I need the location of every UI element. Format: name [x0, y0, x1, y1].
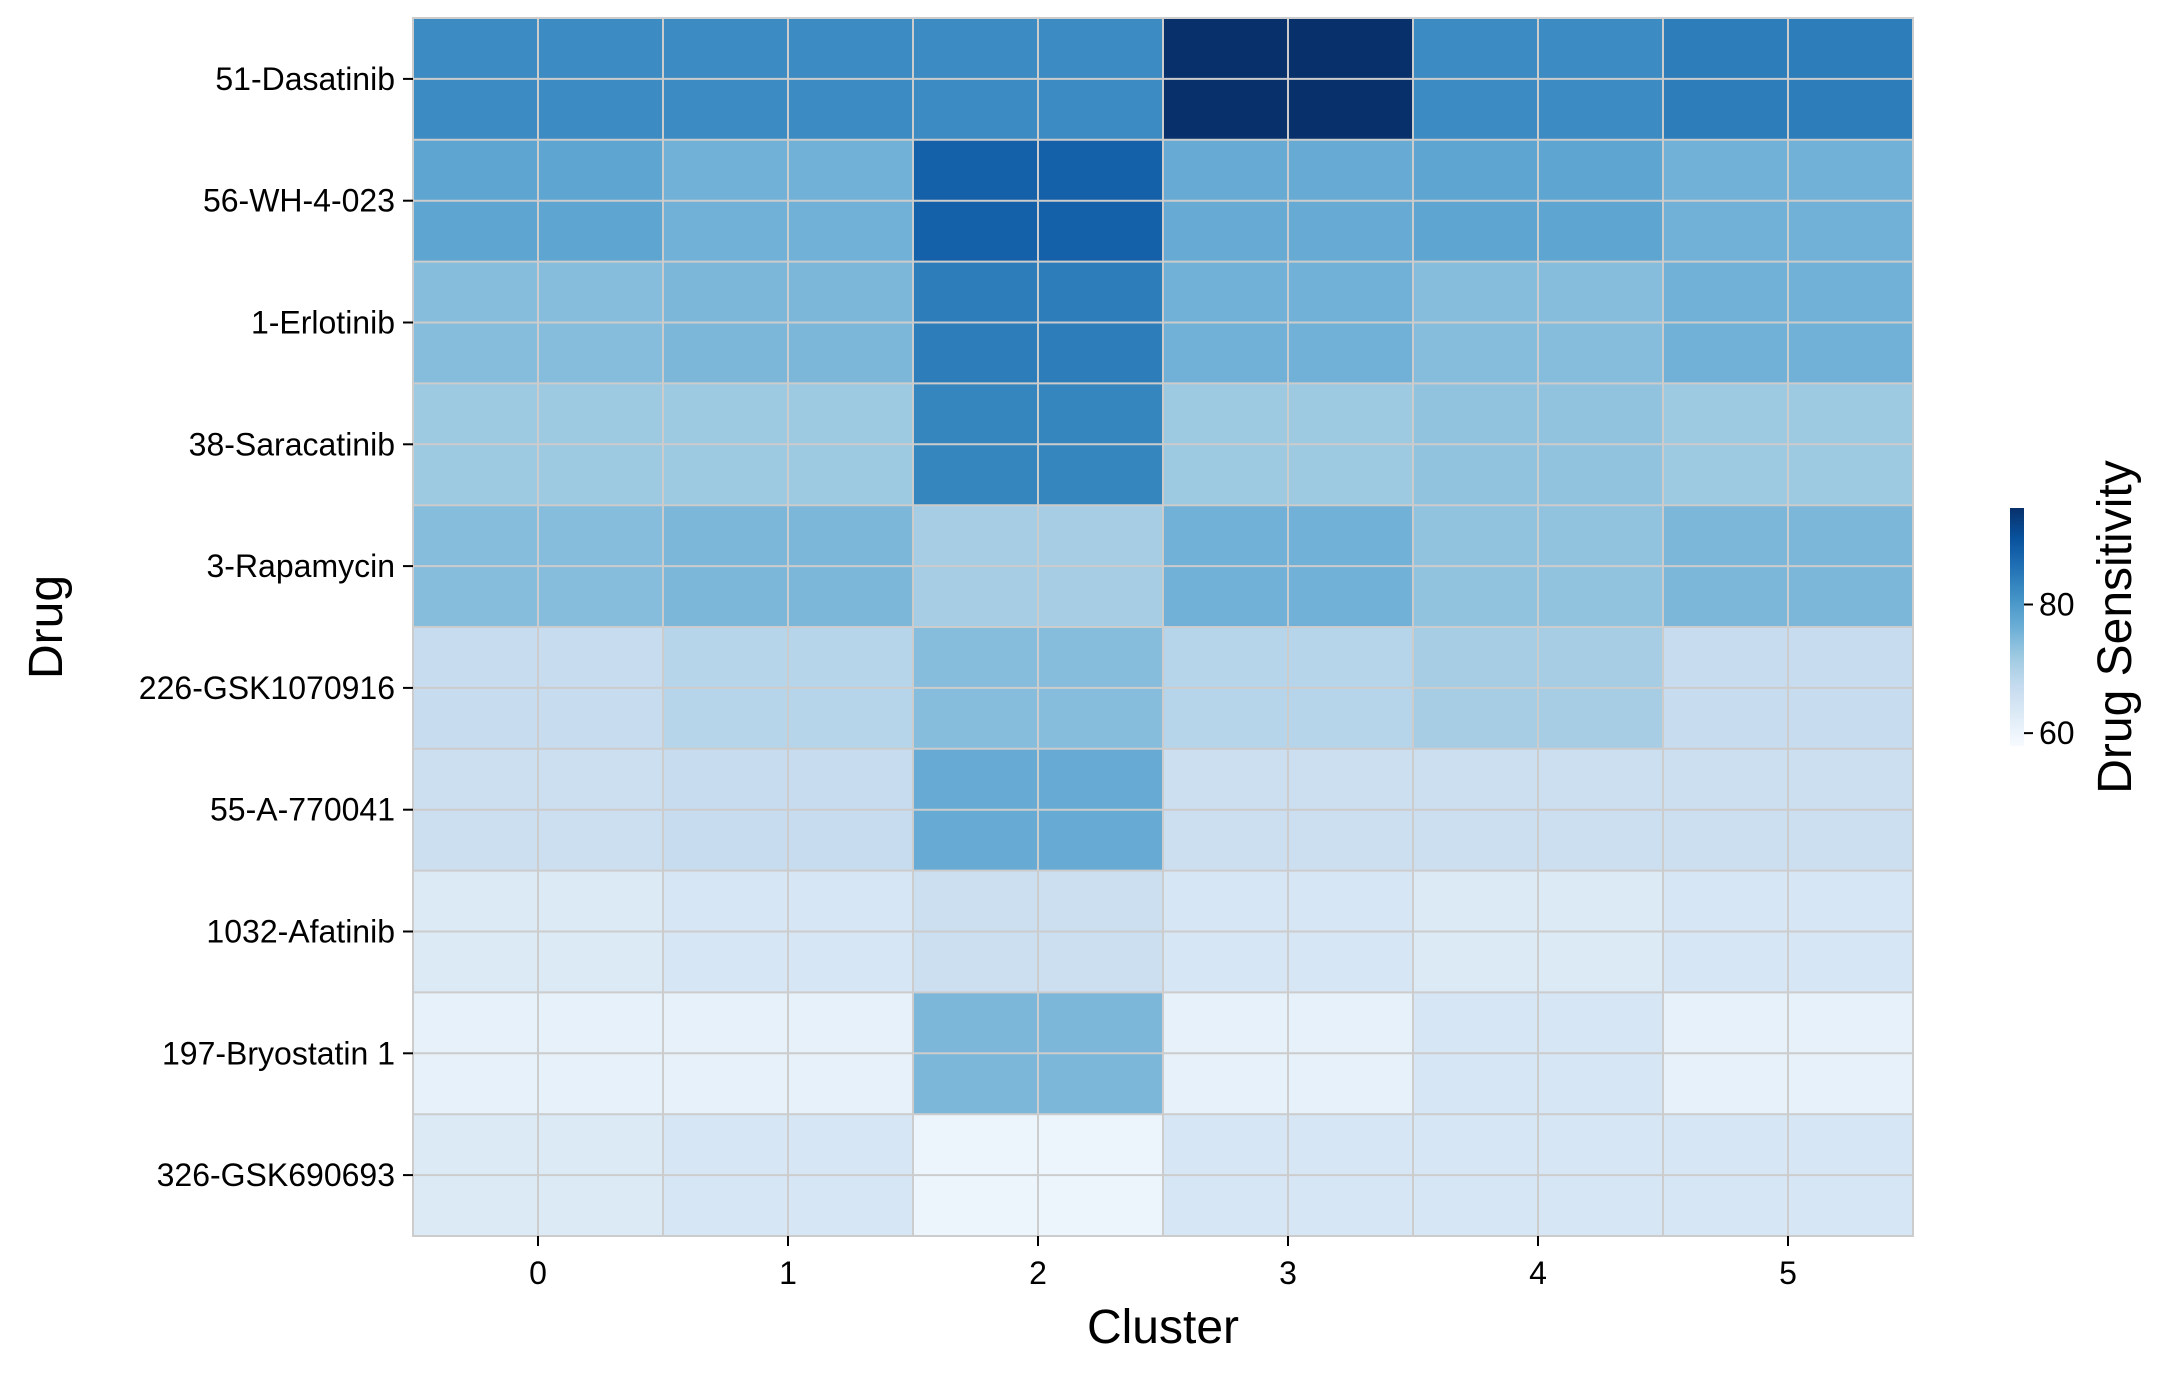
y-tick-label: 1-Erlotinib: [251, 305, 395, 341]
y-tick-label: 56-WH-4-023: [203, 183, 395, 219]
colorbar-title: Drug Sensitivity: [2089, 460, 2142, 793]
x-axis-ticks: 0 1 2 3 4 5: [529, 1236, 1797, 1291]
x-tick-label: 3: [1279, 1255, 1297, 1291]
plot-frame: [412, 17, 1914, 1237]
y-tick-label: 226-GSK1070916: [139, 670, 395, 706]
y-axis-title: Drug: [20, 575, 73, 679]
y-tick-label: 197-Bryostatin 1: [162, 1035, 395, 1071]
colorbar-tick-label: 60: [2039, 715, 2075, 751]
x-tick-label: 4: [1529, 1255, 1547, 1291]
y-tick-label: 51-Dasatinib: [215, 61, 395, 97]
y-tick-label: 326-GSK690693: [157, 1157, 395, 1193]
x-tick-label: 5: [1779, 1255, 1797, 1291]
y-tick-label: 1032-Afatinib: [206, 914, 395, 950]
y-tick-label: 3-Rapamycin: [206, 548, 395, 584]
heatmap-gridlines: [413, 18, 1913, 1236]
x-axis-title: Cluster: [1087, 1301, 1239, 1354]
colorbar: [2010, 508, 2024, 746]
colorbar-tick-label: 80: [2039, 586, 2075, 622]
x-tick-label: 2: [1029, 1255, 1047, 1291]
y-tick-label: 38-Saracatinib: [189, 426, 395, 462]
colorbar-ticks: 60 80: [2024, 586, 2075, 751]
y-tick-label: 55-A-770041: [210, 792, 395, 828]
x-tick-label: 0: [529, 1255, 547, 1291]
y-axis-ticks: 51-Dasatinib 56-WH-4-023 1-Erlotinib 38-Sar…: [139, 61, 413, 1193]
x-tick-label: 1: [779, 1255, 797, 1291]
